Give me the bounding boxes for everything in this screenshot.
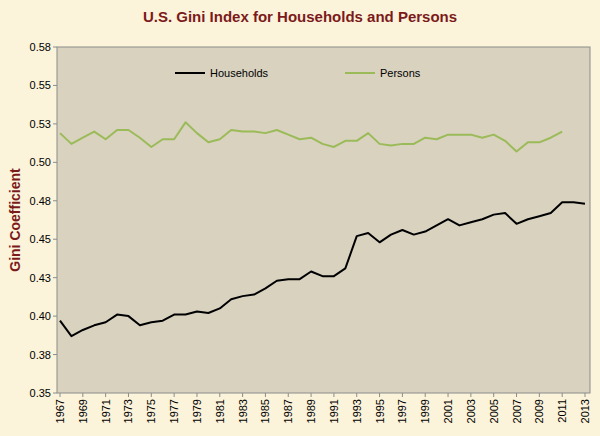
tick-label: 0.50 <box>30 156 51 168</box>
tick-label: 0.38 <box>30 349 51 361</box>
tick-mark <box>53 239 57 240</box>
tick-label: 2009 <box>533 399 545 423</box>
data-lines <box>60 122 585 336</box>
tick-label: 1985 <box>259 399 271 423</box>
legend-swatch <box>175 72 205 74</box>
tick-mark <box>219 393 220 397</box>
tick-mark <box>379 393 380 397</box>
tick-label: 0.58 <box>30 41 51 53</box>
tick-mark <box>53 277 57 278</box>
tick-mark <box>53 123 57 124</box>
tick-mark <box>53 85 57 86</box>
tick-mark <box>53 316 57 317</box>
tick-label: 1969 <box>77 399 89 423</box>
tick-mark <box>151 393 152 397</box>
tick-mark <box>53 47 57 48</box>
tick-label: 2007 <box>511 399 523 423</box>
tick-mark <box>242 393 243 397</box>
tick-label: 1981 <box>214 399 226 423</box>
axis-label: Gini Coefficient <box>7 168 23 272</box>
tick-label: 0.35 <box>30 387 51 399</box>
tick-mark <box>448 393 449 397</box>
tick-label: 1975 <box>145 399 157 423</box>
tick-mark <box>516 393 517 397</box>
legend-label: Persons <box>380 67 421 79</box>
tick-mark <box>196 393 197 397</box>
plot-area <box>57 47 590 393</box>
tick-mark <box>53 200 57 201</box>
tick-label: 2003 <box>465 399 477 423</box>
tick-mark <box>356 393 357 397</box>
tick-label: 0.53 <box>30 118 51 130</box>
tick-label: 1999 <box>419 399 431 423</box>
tick-mark <box>53 354 57 355</box>
tick-label: 0.43 <box>30 272 51 284</box>
tick-mark <box>333 393 334 397</box>
tick-mark <box>288 393 289 397</box>
tick-mark <box>470 393 471 397</box>
tick-label: 1977 <box>168 399 180 423</box>
tick-mark <box>265 393 266 397</box>
title: U.S. Gini Index for Households and Perso… <box>143 8 457 25</box>
tick-label: 1997 <box>396 399 408 423</box>
legend-label: Households <box>210 67 269 79</box>
tick-label: 2005 <box>488 399 500 423</box>
tick-mark <box>311 393 312 397</box>
tick-label: 1989 <box>305 399 317 423</box>
tick-mark <box>402 393 403 397</box>
tick-label: 0.48 <box>30 195 51 207</box>
tick-label: 1973 <box>122 399 134 423</box>
tick-label: 0.55 <box>30 79 51 91</box>
y-axis: 0.35 0.38 0.40 0.43 0.45 0.48 0.50 0.53 0.55 0.58 <box>30 41 57 399</box>
tick-mark <box>585 393 586 397</box>
tick-label: 1971 <box>100 399 112 423</box>
legend-swatch <box>345 72 375 74</box>
tick-mark <box>562 393 563 397</box>
tick-label: 1991 <box>328 399 340 423</box>
tick-label: 1983 <box>237 399 249 423</box>
tick-mark <box>105 393 106 397</box>
tick-mark <box>60 393 61 397</box>
tick-label: 0.45 <box>30 233 51 245</box>
series-line <box>60 202 585 336</box>
x-axis: 1967 1969 1971 1973 1975 1977 1979 1981 1983 1985… <box>54 393 591 423</box>
tick-mark <box>128 393 129 397</box>
tick-label: 1993 <box>351 399 363 423</box>
tick-mark <box>82 393 83 397</box>
tick-mark <box>53 162 57 163</box>
tick-label: 0.40 <box>30 310 51 322</box>
tick-mark <box>53 393 57 394</box>
chart: U.S. Gini Index for Households and Perso… <box>0 0 600 436</box>
tick-mark <box>425 393 426 397</box>
tick-label: 2001 <box>442 399 454 423</box>
tick-label: 1979 <box>191 399 203 423</box>
legend: Households Persons <box>175 67 421 79</box>
series-line <box>60 122 562 151</box>
tick-label: 1995 <box>374 399 386 423</box>
tick-label: 2013 <box>579 399 591 423</box>
tick-mark <box>174 393 175 397</box>
tick-label: 2011 <box>556 399 568 423</box>
tick-label: 1987 <box>282 399 294 423</box>
tick-label: 1967 <box>54 399 66 423</box>
tick-mark <box>539 393 540 397</box>
tick-mark <box>493 393 494 397</box>
